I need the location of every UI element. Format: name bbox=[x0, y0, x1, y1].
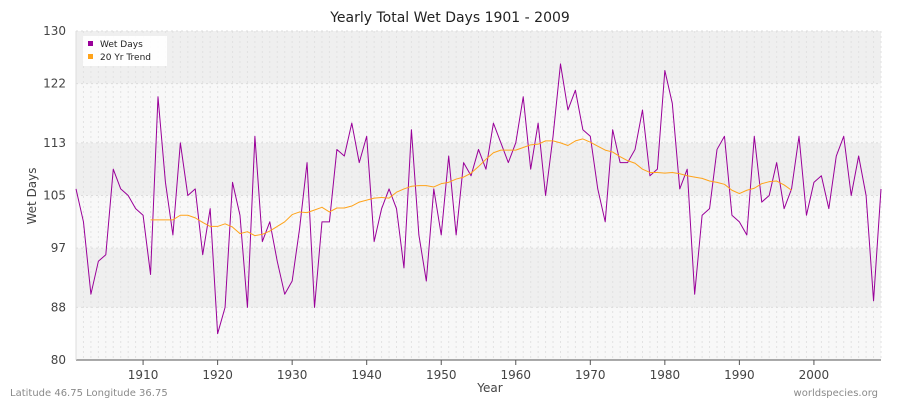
wet-days-line bbox=[75, 63, 882, 335]
y-tick-label: 80 bbox=[51, 353, 66, 367]
x-axis-label: Year bbox=[476, 381, 502, 395]
x-tick-label: 1930 bbox=[277, 368, 308, 382]
x-tick-label: 1940 bbox=[351, 368, 382, 382]
x-tick-label: 1960 bbox=[500, 368, 531, 382]
legend-swatch bbox=[88, 41, 93, 46]
y-tick-label: 113 bbox=[43, 136, 66, 150]
y-tick-label: 88 bbox=[51, 300, 66, 314]
x-tick-label: 1970 bbox=[575, 368, 606, 382]
x-tick-label: 1920 bbox=[202, 368, 233, 382]
y-tick-label: 105 bbox=[43, 189, 66, 203]
x-tick-label: 1950 bbox=[426, 368, 457, 382]
x-tick-label: 1990 bbox=[724, 368, 755, 382]
legend-swatch bbox=[88, 54, 93, 59]
y-axis-label: Wet Days bbox=[25, 167, 39, 224]
footer-source: worldspecies.org bbox=[794, 388, 878, 399]
chart-title: Yearly Total Wet Days 1901 - 2009 bbox=[329, 10, 570, 26]
legend-label: Wet Days bbox=[100, 40, 143, 50]
y-tick-label: 97 bbox=[51, 241, 66, 255]
legend-label: 20 Yr Trend bbox=[100, 53, 151, 63]
x-tick-label: 1910 bbox=[128, 368, 159, 382]
x-tick-label: 1980 bbox=[650, 368, 681, 382]
y-tick-label: 122 bbox=[43, 77, 66, 91]
trend-line bbox=[150, 138, 792, 237]
x-tick-label: 2000 bbox=[799, 368, 830, 382]
footer-coordinates: Latitude 46.75 Longitude 36.75 bbox=[10, 388, 168, 399]
y-tick-label: 130 bbox=[43, 24, 66, 38]
legend-box bbox=[83, 36, 167, 66]
